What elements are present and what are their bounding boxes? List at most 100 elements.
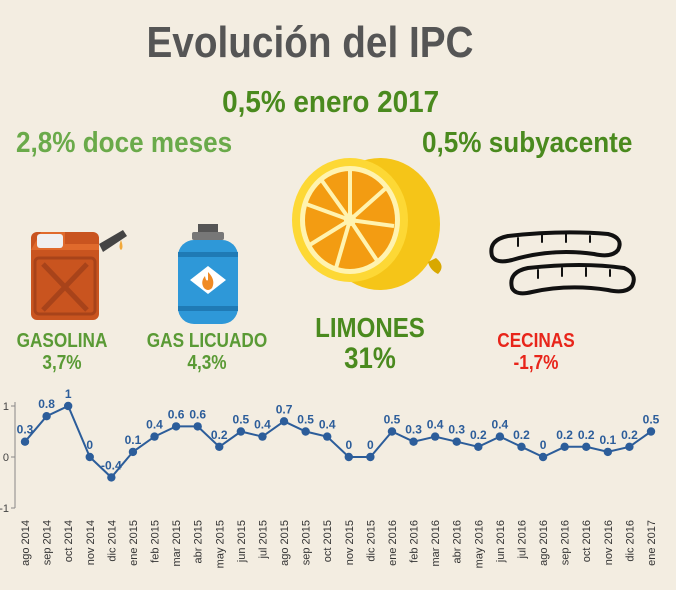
data-label: 0.2 [621, 428, 638, 442]
data-label: 0.2 [556, 428, 573, 442]
data-label: 0.4 [254, 418, 271, 432]
item-gas-licuado-label: GAS LICUADO [146, 330, 268, 352]
x-tick-label: oct 2014 [63, 520, 75, 562]
data-point [517, 442, 526, 451]
data-point [582, 442, 591, 451]
x-tick-label: nov 2015 [344, 520, 356, 565]
x-tick-label: ago 2014 [20, 520, 32, 566]
data-label: 0 [367, 438, 374, 452]
data-point [301, 427, 310, 436]
data-point [171, 422, 181, 431]
data-point [20, 437, 30, 446]
x-tick-label: may 2016 [473, 520, 485, 568]
headline-core: 0,5% subyacente [422, 127, 633, 159]
data-label: 0.6 [168, 407, 185, 421]
data-label: 0.2 [211, 428, 228, 442]
x-tick-label: sep 2014 [42, 520, 54, 565]
data-label: 0.3 [448, 423, 465, 437]
data-label: 0.7 [276, 402, 293, 416]
data-label: 0.4 [492, 418, 509, 432]
x-tick-label: mar 2015 [171, 520, 183, 566]
data-label: 0.2 [513, 428, 530, 442]
data-point [215, 442, 224, 451]
y-tick-label: 0 [3, 452, 9, 464]
data-point [452, 437, 461, 446]
headline-twelve-months: 2,8% doce meses [16, 127, 233, 159]
x-tick-label: mar 2016 [430, 520, 442, 566]
data-label: 0.5 [297, 413, 314, 427]
x-tick-label: ene 2016 [387, 520, 399, 566]
data-label: 0 [86, 438, 93, 452]
data-label: 0.5 [233, 413, 250, 427]
data-point [150, 432, 159, 441]
x-tick-label: may 2015 [214, 520, 226, 568]
data-label: -0.4 [101, 458, 122, 472]
x-tick-label: sep 2015 [301, 520, 313, 565]
data-label: 0.2 [470, 428, 487, 442]
data-point [366, 452, 375, 462]
lemon-icon [292, 158, 442, 290]
data-point [538, 452, 548, 462]
x-tick-label: abr 2016 [452, 520, 464, 563]
data-label: 0.2 [578, 428, 595, 442]
x-tick-label: jul 2016 [517, 520, 529, 560]
data-label: 0.5 [643, 413, 660, 427]
data-point [258, 432, 267, 441]
data-point [344, 452, 353, 462]
data-label: 0 [345, 438, 352, 452]
x-tick-label: feb 2016 [409, 520, 421, 563]
x-tick-label: oct 2016 [581, 520, 593, 562]
data-label: 0.8 [38, 397, 55, 411]
item-gasolina-value: 3,7% [42, 352, 82, 374]
x-tick-label: feb 2015 [150, 520, 162, 563]
item-limones-value: 31% [344, 342, 396, 375]
item-cecinas-value: -1,7% [513, 352, 559, 374]
data-label: 0.4 [427, 418, 444, 432]
data-point [646, 427, 656, 436]
data-point [128, 447, 138, 457]
data-point [430, 432, 440, 441]
data-label: 1 [65, 387, 72, 401]
item-gasolina-label: GASOLINA [16, 330, 108, 352]
x-tick-label: dic 2014 [106, 520, 118, 562]
x-tick-label: oct 2015 [322, 520, 334, 562]
x-tick-label: ago 2015 [279, 520, 291, 566]
data-label: 0.6 [189, 407, 206, 421]
gas-cylinder-icon [178, 224, 238, 324]
data-label: 0.4 [319, 418, 336, 432]
data-point [474, 442, 483, 451]
data-point [603, 447, 613, 457]
x-tick-label: ene 2017 [646, 520, 658, 566]
x-tick-label: jun 2016 [495, 520, 507, 563]
x-tick-label: jul 2015 [257, 520, 269, 560]
sausages-icon [489, 230, 636, 296]
data-point [323, 432, 332, 441]
gas-can-icon [31, 230, 127, 320]
data-point [236, 427, 246, 436]
data-label: 0.1 [125, 433, 142, 447]
data-point [495, 432, 505, 441]
data-point [409, 437, 418, 446]
page-title: Evolución del IPC [146, 18, 474, 67]
data-point [85, 452, 94, 462]
item-limones-label: LIMONES [315, 312, 425, 343]
data-point [560, 442, 569, 451]
data-point [107, 473, 116, 482]
x-tick-label: nov 2016 [603, 520, 615, 565]
data-label: 0 [540, 438, 547, 452]
x-tick-label: abr 2015 [193, 520, 205, 563]
y-tick-label: 1 [3, 401, 9, 413]
x-tick-label: sep 2016 [560, 520, 572, 565]
x-tick-label: dic 2015 [365, 520, 377, 562]
data-label: 0.3 [17, 423, 34, 437]
data-point [63, 401, 73, 411]
data-label: 0.3 [405, 423, 422, 437]
x-tick-label: jun 2015 [236, 520, 248, 563]
data-label: 0.5 [384, 413, 401, 427]
data-point [42, 412, 51, 421]
x-tick-label: dic 2016 [624, 520, 636, 562]
data-point [193, 422, 202, 431]
data-point [387, 427, 397, 436]
data-label: 0.1 [599, 433, 616, 447]
item-gas-licuado-value: 4,3% [187, 352, 227, 374]
